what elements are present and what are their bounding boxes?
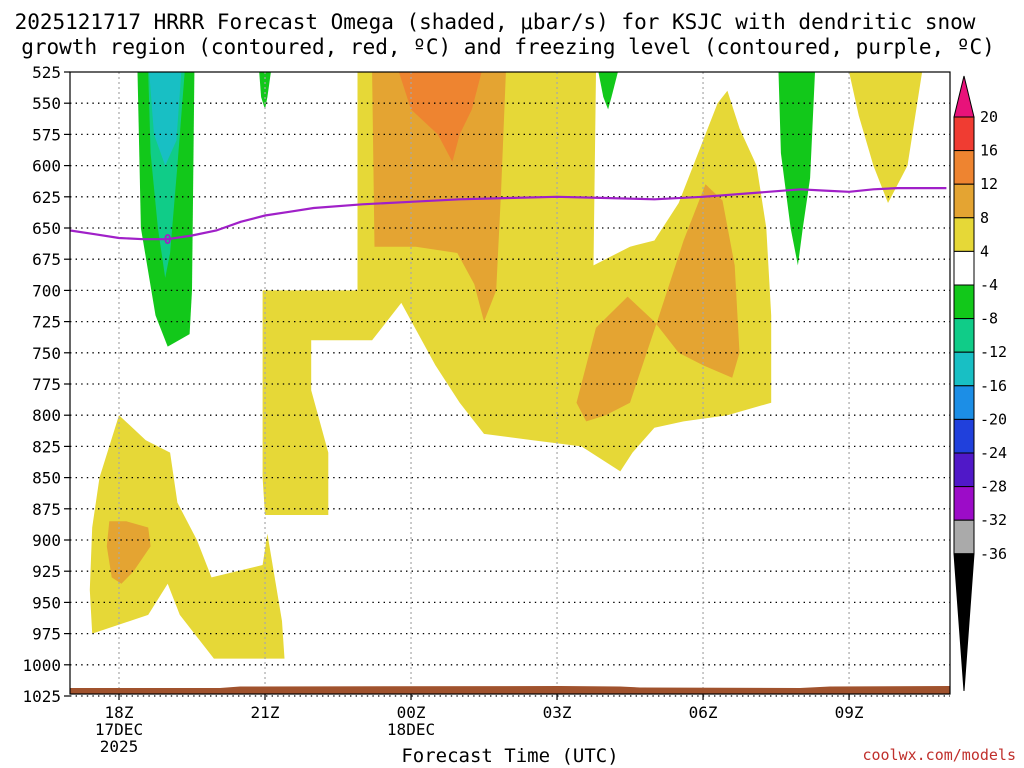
freezing-level-line <box>70 187 947 241</box>
plot-frame <box>69 71 951 695</box>
y-tick-label: 575 <box>32 125 61 144</box>
colorbar-segment <box>953 486 975 521</box>
region-cyan-core-left <box>149 72 182 166</box>
x-axis-title: Forecast Time (UTC) <box>401 745 618 767</box>
region-orange-upper <box>372 72 506 322</box>
y-tick-label: 1025 <box>22 687 61 706</box>
colorbar-label: 20 <box>980 108 998 126</box>
y-tick-label: 975 <box>32 625 61 644</box>
grid-lines <box>70 72 950 697</box>
x-tick-label: 09Z <box>835 703 864 722</box>
region-green-streak-21z <box>259 72 271 110</box>
colorbar-segment <box>953 183 975 219</box>
region-yellow-far-right <box>849 72 923 203</box>
region-orange-mid-right <box>576 184 740 422</box>
colorbar-segment <box>953 217 975 252</box>
terrain-ground <box>70 686 950 694</box>
chart-title-line-2: growth region (contoured, red, ºC) and f… <box>21 35 995 59</box>
x-tick-label: 18DEC <box>387 720 435 739</box>
colorbar-segment <box>953 418 975 454</box>
colorbar-label: 8 <box>980 209 989 227</box>
y-axis-ticks: 525 550 575 600 625 650 675 700 725 750 775 800 825 8… <box>22 63 70 706</box>
y-tick-label: 750 <box>32 344 61 363</box>
y-tick-label: 650 <box>32 219 61 238</box>
colorbar-label: -24 <box>980 444 1007 462</box>
colorbar-segment <box>953 284 975 320</box>
colorbar-bottom-arrow <box>953 553 975 692</box>
y-tick-label: 900 <box>32 531 61 550</box>
chart-title-line-1: 2025121717 HRRR Forecast Omega (shaded, … <box>15 10 976 34</box>
colorbar-segment <box>953 351 975 387</box>
y-tick-label: 1000 <box>22 656 61 675</box>
y-tick-label: 925 <box>32 562 61 581</box>
terrain-fill <box>70 686 950 694</box>
x-tick-label: 00Z <box>397 703 426 722</box>
x-tick-label: 2025 <box>100 737 139 756</box>
colorbar-label: 12 <box>980 175 998 193</box>
region-dark-orange-upper <box>398 72 482 162</box>
colorbar-label: -20 <box>980 410 1007 428</box>
colorbar-segment <box>953 452 975 488</box>
region-orange-lower-left <box>106 521 151 584</box>
y-tick-label: 850 <box>32 469 61 488</box>
region-yellow-lower-left <box>89 415 285 659</box>
freezing-level-contour: 0 <box>70 187 947 248</box>
colorbar-label: -12 <box>980 343 1007 361</box>
colorbar-label: 16 <box>980 142 998 160</box>
plot-area: 0 <box>69 71 951 697</box>
y-tick-label: 950 <box>32 593 61 612</box>
x-tick-label: 17DEC <box>95 720 143 739</box>
colorbar-top-arrow <box>953 75 975 118</box>
y-tick-label: 800 <box>32 406 61 425</box>
colorbar-label: -4 <box>980 276 998 294</box>
omega-shaded-regions <box>89 72 923 659</box>
y-tick-label: 700 <box>32 281 61 300</box>
x-tick-label: 06Z <box>689 703 718 722</box>
x-tick-label: 18Z <box>105 703 134 722</box>
y-tick-label: 550 <box>32 94 61 113</box>
credit-text[interactable]: coolwx.com/models <box>862 746 1016 764</box>
region-green-column-right <box>778 72 815 266</box>
colorbar-label: -28 <box>980 478 1007 496</box>
x-tick-label: 03Z <box>543 703 572 722</box>
y-tick-label: 625 <box>32 188 61 207</box>
x-tick-label: 21Z <box>251 703 280 722</box>
colorbar-label: -8 <box>980 310 998 328</box>
colorbar-segment <box>953 385 975 420</box>
colorbar-label: -32 <box>980 511 1007 529</box>
colorbar-label: -16 <box>980 377 1007 395</box>
colorbar-segment <box>953 519 975 555</box>
y-tick-label: 825 <box>32 437 61 456</box>
freezing-level-label: 0 <box>164 233 172 248</box>
colorbar-label: 4 <box>980 242 989 260</box>
region-green-streak-04z <box>598 72 618 110</box>
colorbar-segment <box>953 116 975 152</box>
y-tick-label: 775 <box>32 375 61 394</box>
y-tick-label: 675 <box>32 250 61 269</box>
y-tick-label: 725 <box>32 313 61 332</box>
colorbar-segment <box>953 250 975 286</box>
colorbar-segment <box>953 150 975 185</box>
colorbar-segment <box>953 318 975 353</box>
colorbar-label: -36 <box>980 545 1007 563</box>
colorbar: 20 16 12 8 4 -4 -8 -12 -16 -20 -24 -28 -32 -36 <box>953 75 1007 692</box>
y-tick-label: 875 <box>32 500 61 519</box>
y-tick-label: 600 <box>32 157 61 176</box>
y-tick-label: 525 <box>32 63 61 82</box>
